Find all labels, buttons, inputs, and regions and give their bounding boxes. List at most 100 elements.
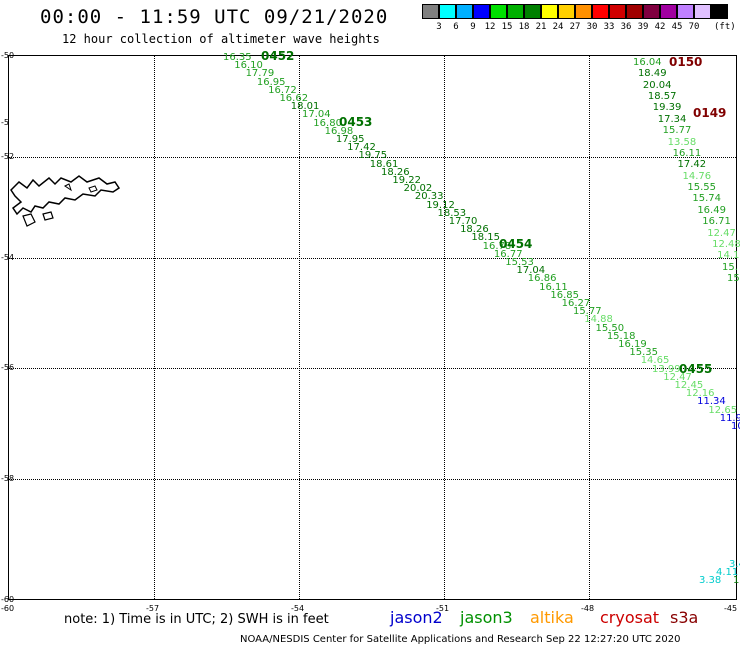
wave-height-marker: 15.77 <box>662 125 692 137</box>
legend-swatch <box>490 4 507 19</box>
map-title: 00:00 - 11:59 UTC 09/21/2020 <box>40 6 389 28</box>
legend-level-label: 24 <box>552 22 564 32</box>
wave-height-marker: 12.47 <box>707 227 736 239</box>
wave-height-marker: 19.39 <box>652 102 682 114</box>
wave-height-marker: 17.42 <box>347 142 376 154</box>
wave-height-marker: 17.04 <box>516 265 546 277</box>
longitude-tick-label: -48 <box>581 604 595 613</box>
wave-height-marker: 3.4 <box>729 559 740 570</box>
satellite-label: jason2 <box>390 608 443 627</box>
wave-height-marker: 15. <box>722 261 738 273</box>
wave-height-marker: 15.77 <box>572 306 602 318</box>
latitude-gridline <box>9 368 736 369</box>
longitude-tick-label: -51 <box>436 604 450 613</box>
wave-height-marker: 14.65 <box>640 355 670 367</box>
wave-height-marker: 16.80 <box>313 117 342 129</box>
pass-label: 0149 <box>693 106 727 120</box>
wave-height-marker: 16.11 <box>539 281 568 293</box>
longitude-tick-label: -45 <box>724 604 738 613</box>
wave-height-marker: 16.78 <box>482 240 512 252</box>
pass-label: 0455 <box>679 362 713 376</box>
legend-level-label: 30 <box>586 22 598 32</box>
wave-height-marker: 20.02 <box>403 183 433 195</box>
wave-height-marker: 14.1 <box>717 250 740 262</box>
falkland-islands-coastline <box>10 175 121 227</box>
legend-level-label: 15 <box>501 22 513 32</box>
wave-height-marker: 16.95 <box>256 76 286 88</box>
wave-height-marker: 18.53 <box>437 207 467 219</box>
wave-height-marker: 18.26 <box>381 166 410 178</box>
wave-height-marker: 17.34 <box>657 113 687 125</box>
longitude-gridline <box>299 56 300 599</box>
wave-height-marker: 16.98 <box>324 125 354 137</box>
legend-level-label: 6 <box>453 22 459 32</box>
map-note: note: 1) Time is in UTC; 2) SWH is in fe… <box>64 612 329 627</box>
legend-level-label: 42 <box>654 22 666 32</box>
legend-level-label: 39 <box>637 22 649 32</box>
longitude-gridline <box>154 56 155 599</box>
wave-height-marker: 13.99 <box>651 363 681 375</box>
legend-swatch <box>677 4 694 19</box>
wave-height-marker: 20.33 <box>414 191 444 203</box>
legend-swatch <box>643 4 660 19</box>
legend-swatch <box>524 4 541 19</box>
wave-height-marker: 17.04 <box>302 109 331 121</box>
legend-swatch <box>711 4 728 19</box>
longitude-gridline <box>444 56 445 599</box>
latitude-tick-label: -52 <box>1 152 15 161</box>
legend-swatch <box>456 4 473 19</box>
wave-height-marker: 18.57 <box>647 91 677 103</box>
legend-level-label: 18 <box>518 22 530 32</box>
wave-height-marker: 17.70 <box>448 216 478 227</box>
pass-label: 0452 <box>261 49 295 63</box>
wave-height-marker: 17.95 <box>335 134 365 145</box>
legend-swatch <box>541 4 558 19</box>
wave-height-marker: 16.35 <box>223 52 252 63</box>
wave-height-marker: 16.10 <box>234 60 263 72</box>
wave-height-marker: 16.04 <box>633 57 662 68</box>
latitude-tick-label: -5 <box>1 118 9 127</box>
latitude-tick-label: -58 <box>1 474 15 483</box>
wave-height-marker: 15.55 <box>687 182 717 194</box>
latitude-tick-label: -56 <box>1 363 15 372</box>
longitude-tick-label: -54 <box>291 604 305 613</box>
wave-height-marker: 1 <box>733 575 740 586</box>
wave-height-marker: 16.27 <box>561 298 591 309</box>
wave-height-marker: 12.16 <box>685 388 715 400</box>
legend-swatch <box>507 4 524 19</box>
wave-height-marker: 16.49 <box>697 204 726 216</box>
satellite-label: s3a <box>670 608 699 627</box>
legend-swatch <box>626 4 643 19</box>
legend-level-label: 70 <box>688 22 700 32</box>
satellite-label: cryosat <box>600 608 660 627</box>
pass-label: 0454 <box>499 237 533 251</box>
wave-height-marker: 14.88 <box>584 314 613 326</box>
satellite-label: altika <box>530 608 574 627</box>
wave-height-marker: 15 <box>727 273 740 284</box>
wave-height-marker: 16.71 <box>702 216 731 228</box>
wave-height-marker: 18.26 <box>460 224 489 236</box>
legend-level-label: 45 <box>671 22 683 32</box>
pass-label: 0150 <box>669 55 703 69</box>
credit-line: NOAA/NESDIS Center for Satellite Applica… <box>240 634 681 645</box>
wave-height-marker: 15.74 <box>692 193 721 205</box>
wave-height-marker: 11.34 <box>697 396 726 408</box>
legend-level-label: 21 <box>535 22 547 32</box>
wave-height-marker: 3.38 <box>699 575 722 586</box>
legend-unit-label: (ft) <box>714 22 736 32</box>
wave-height-marker: 20.04 <box>642 79 672 91</box>
map-subtitle: 12 hour collection of altimeter wave hei… <box>62 32 380 46</box>
wave-height-marker: 16.11 <box>672 147 702 159</box>
wave-height-marker: 18.15 <box>471 232 500 244</box>
latitude-gridline <box>9 157 736 158</box>
longitude-tick-label: -57 <box>146 604 160 613</box>
legend-swatch <box>473 4 490 19</box>
wave-height-marker: 16.77 <box>493 248 523 260</box>
wave-height-marker: 15.35 <box>629 347 659 359</box>
wave-height-marker: 16.72 <box>268 84 297 96</box>
wave-height-marker: 18.61 <box>369 158 399 170</box>
wave-height-marker: 17.79 <box>245 68 275 80</box>
wave-height-marker: 12.45 <box>674 380 704 391</box>
wave-height-marker: 12.48 <box>712 238 740 250</box>
wave-height-marker: 12.47 <box>663 371 692 383</box>
